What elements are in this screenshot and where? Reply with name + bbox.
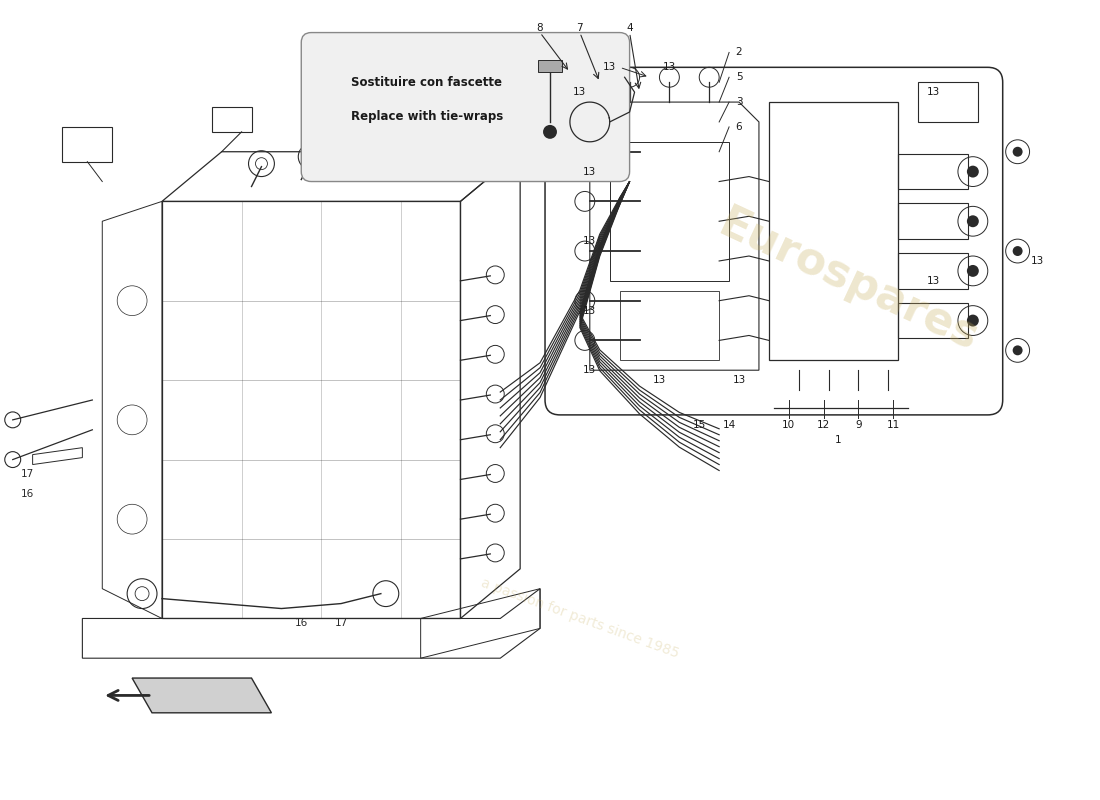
Text: 17: 17 [334, 618, 348, 629]
Bar [63, 127, 112, 162]
Bar [211, 107, 252, 132]
Text: 9: 9 [855, 420, 861, 430]
Text: 6: 6 [736, 122, 743, 132]
Text: 2: 2 [736, 47, 743, 58]
Bar [899, 154, 968, 190]
Text: 4: 4 [626, 22, 632, 33]
Circle shape [1013, 146, 1023, 157]
Bar [899, 203, 968, 239]
Circle shape [967, 166, 979, 178]
Text: 13: 13 [926, 87, 939, 97]
Text: 13: 13 [583, 306, 596, 316]
Text: 7: 7 [576, 22, 583, 33]
Bar [899, 253, 968, 289]
Text: 15: 15 [693, 420, 706, 430]
Text: 13: 13 [663, 62, 676, 72]
Text: Sostituire con fascette: Sostituire con fascette [351, 76, 502, 89]
Circle shape [543, 125, 557, 139]
Text: 17: 17 [21, 470, 34, 479]
Polygon shape [132, 678, 272, 713]
Bar [609, 142, 729, 281]
Text: 1: 1 [835, 434, 842, 445]
Text: 14: 14 [723, 420, 736, 430]
Text: 16: 16 [21, 490, 34, 499]
Text: 12: 12 [817, 420, 830, 430]
Text: 13: 13 [1031, 256, 1044, 266]
Text: 13: 13 [583, 366, 596, 375]
Text: 10: 10 [782, 420, 795, 430]
Circle shape [1013, 246, 1023, 256]
Bar [899, 302, 968, 338]
Bar [619, 290, 719, 360]
Text: 13: 13 [733, 375, 746, 385]
Text: 13: 13 [652, 375, 667, 385]
Circle shape [1013, 346, 1023, 355]
Text: 5: 5 [736, 72, 743, 82]
Text: 8: 8 [537, 22, 543, 33]
Text: 13: 13 [583, 166, 596, 177]
Bar [538, 60, 562, 72]
Bar [918, 82, 978, 122]
Text: 13: 13 [926, 276, 939, 286]
Text: Replace with tie-wraps: Replace with tie-wraps [351, 110, 504, 123]
Circle shape [967, 265, 979, 277]
Text: 11: 11 [887, 420, 900, 430]
Text: Eurospares: Eurospares [712, 202, 986, 360]
Text: 13: 13 [583, 236, 596, 246]
Circle shape [967, 215, 979, 227]
Text: 13: 13 [573, 87, 586, 97]
Text: a passion for parts since 1985: a passion for parts since 1985 [478, 576, 681, 661]
Text: 16: 16 [295, 618, 308, 629]
Text: 13: 13 [603, 62, 616, 72]
FancyBboxPatch shape [301, 33, 629, 182]
Circle shape [967, 314, 979, 326]
Text: 3: 3 [736, 97, 743, 107]
